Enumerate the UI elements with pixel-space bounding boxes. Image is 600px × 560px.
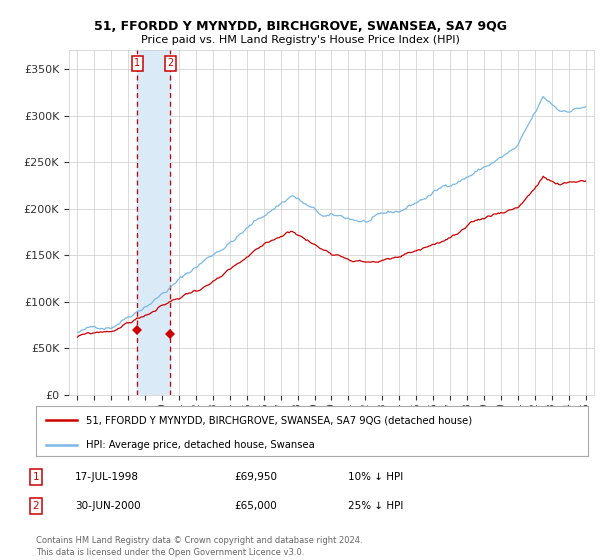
Text: £65,000: £65,000: [234, 501, 277, 511]
Text: 1: 1: [32, 472, 40, 482]
Text: 2: 2: [167, 58, 173, 68]
Text: 51, FFORDD Y MYNYDD, BIRCHGROVE, SWANSEA, SA7 9QG (detached house): 51, FFORDD Y MYNYDD, BIRCHGROVE, SWANSEA…: [86, 415, 472, 425]
Bar: [137, 50, 170, 395]
Text: 2: 2: [32, 501, 40, 511]
Text: Price paid vs. HM Land Registry's House Price Index (HPI): Price paid vs. HM Land Registry's House …: [140, 35, 460, 45]
Text: 10% ↓ HPI: 10% ↓ HPI: [348, 472, 403, 482]
Text: 25% ↓ HPI: 25% ↓ HPI: [348, 501, 403, 511]
Text: 30-JUN-2000: 30-JUN-2000: [75, 501, 140, 511]
Text: 51, FFORDD Y MYNYDD, BIRCHGROVE, SWANSEA, SA7 9QG: 51, FFORDD Y MYNYDD, BIRCHGROVE, SWANSEA…: [94, 20, 506, 32]
Text: HPI: Average price, detached house, Swansea: HPI: Average price, detached house, Swan…: [86, 440, 314, 450]
Text: 17-JUL-1998: 17-JUL-1998: [75, 472, 139, 482]
Text: 1: 1: [134, 58, 140, 68]
Text: £69,950: £69,950: [234, 472, 277, 482]
Text: Contains HM Land Registry data © Crown copyright and database right 2024.
This d: Contains HM Land Registry data © Crown c…: [36, 536, 362, 557]
